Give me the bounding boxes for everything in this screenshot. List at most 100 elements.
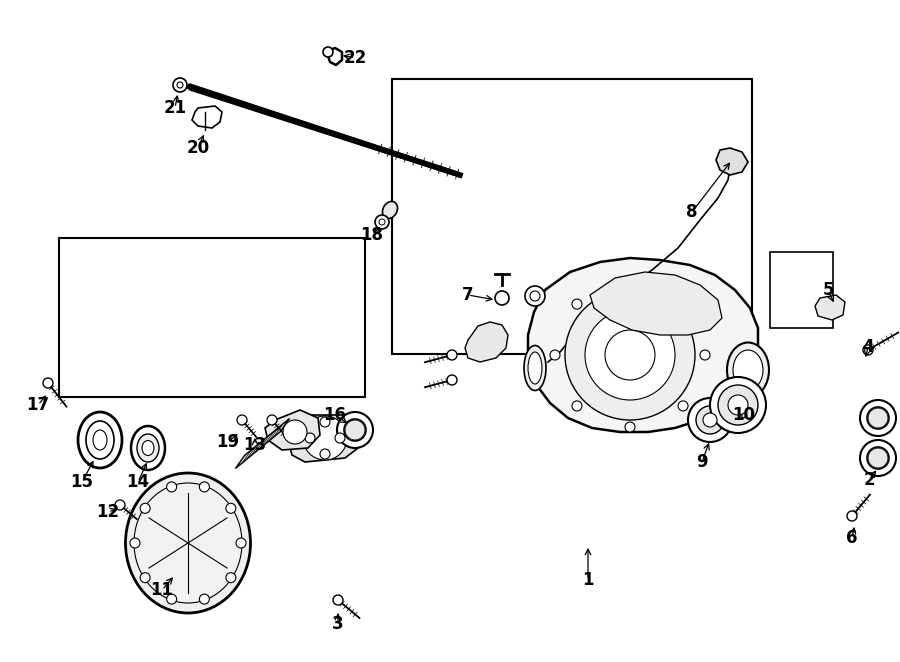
Circle shape — [236, 538, 246, 548]
Ellipse shape — [733, 350, 763, 390]
Polygon shape — [590, 272, 722, 335]
Circle shape — [43, 378, 53, 388]
Text: 2: 2 — [863, 471, 875, 489]
Circle shape — [625, 422, 635, 432]
Text: 19: 19 — [216, 433, 239, 451]
Polygon shape — [288, 415, 362, 462]
Text: 5: 5 — [823, 281, 833, 299]
Text: 20: 20 — [186, 139, 210, 157]
Text: 11: 11 — [150, 581, 174, 599]
Circle shape — [320, 449, 330, 459]
Circle shape — [860, 400, 896, 436]
Circle shape — [860, 440, 896, 476]
Circle shape — [550, 350, 560, 360]
Text: 16: 16 — [323, 406, 346, 424]
Ellipse shape — [137, 434, 159, 462]
Polygon shape — [716, 148, 748, 175]
Text: 8: 8 — [686, 203, 698, 221]
Circle shape — [140, 573, 150, 583]
Circle shape — [847, 511, 857, 521]
Polygon shape — [192, 106, 222, 128]
Circle shape — [525, 286, 545, 306]
Text: 18: 18 — [361, 226, 383, 244]
Text: 14: 14 — [126, 473, 149, 491]
Circle shape — [177, 82, 183, 88]
Text: 12: 12 — [96, 503, 120, 521]
Circle shape — [867, 447, 889, 469]
Ellipse shape — [93, 430, 107, 450]
Circle shape — [337, 412, 373, 448]
Circle shape — [303, 416, 347, 460]
Text: 1: 1 — [582, 571, 594, 589]
Circle shape — [166, 482, 176, 492]
Ellipse shape — [727, 342, 769, 397]
Circle shape — [696, 406, 724, 434]
Circle shape — [700, 350, 710, 360]
Circle shape — [237, 415, 247, 425]
Text: 3: 3 — [332, 615, 344, 633]
Circle shape — [572, 401, 582, 411]
Circle shape — [718, 385, 758, 425]
Circle shape — [868, 448, 888, 468]
Polygon shape — [465, 322, 508, 362]
Ellipse shape — [86, 421, 114, 459]
Text: 22: 22 — [344, 49, 366, 67]
Circle shape — [447, 350, 457, 360]
Circle shape — [585, 310, 675, 400]
Circle shape — [867, 407, 889, 429]
Circle shape — [625, 278, 635, 288]
Circle shape — [565, 290, 695, 420]
Ellipse shape — [131, 426, 165, 470]
Ellipse shape — [125, 473, 250, 613]
Text: 17: 17 — [26, 396, 50, 414]
Text: 9: 9 — [697, 453, 707, 471]
Circle shape — [166, 594, 176, 604]
Circle shape — [173, 78, 187, 92]
Text: 13: 13 — [243, 436, 266, 454]
Circle shape — [320, 417, 330, 427]
Ellipse shape — [528, 352, 542, 384]
Circle shape — [495, 291, 509, 305]
Circle shape — [530, 291, 540, 301]
Circle shape — [868, 408, 888, 428]
Polygon shape — [265, 410, 320, 450]
Circle shape — [379, 219, 385, 225]
Circle shape — [140, 503, 150, 513]
Circle shape — [226, 573, 236, 583]
Text: 15: 15 — [70, 473, 94, 491]
Circle shape — [345, 420, 364, 440]
Text: 6: 6 — [846, 529, 858, 547]
Circle shape — [710, 377, 766, 433]
Ellipse shape — [134, 483, 242, 603]
Circle shape — [200, 482, 210, 492]
Circle shape — [333, 595, 343, 605]
Polygon shape — [528, 258, 758, 432]
Polygon shape — [236, 418, 290, 469]
Bar — [58, 238, 364, 397]
Circle shape — [335, 433, 345, 443]
Circle shape — [226, 503, 236, 513]
Text: 10: 10 — [733, 406, 755, 424]
Ellipse shape — [142, 440, 154, 455]
Circle shape — [283, 420, 307, 444]
Circle shape — [703, 413, 717, 427]
Circle shape — [678, 299, 688, 309]
Bar — [392, 79, 752, 354]
Ellipse shape — [382, 201, 398, 218]
Circle shape — [678, 401, 688, 411]
Text: 4: 4 — [862, 338, 874, 356]
Polygon shape — [815, 295, 845, 320]
Circle shape — [323, 47, 333, 57]
Text: 21: 21 — [164, 99, 186, 117]
Circle shape — [200, 594, 210, 604]
Circle shape — [344, 419, 366, 441]
Bar — [770, 252, 832, 328]
Circle shape — [572, 299, 582, 309]
Circle shape — [267, 415, 277, 425]
Text: 7: 7 — [463, 286, 473, 304]
Circle shape — [115, 500, 125, 510]
Circle shape — [863, 345, 873, 355]
Circle shape — [605, 330, 655, 380]
Circle shape — [130, 538, 140, 548]
Ellipse shape — [78, 412, 122, 468]
